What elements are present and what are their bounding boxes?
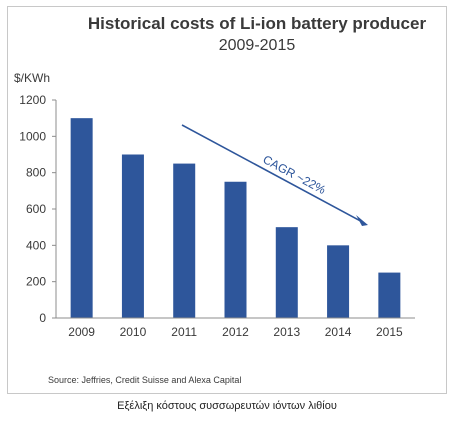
y-tick-label: 600	[26, 202, 46, 216]
y-tick-label: 200	[26, 275, 46, 289]
y-tick-label: 0	[39, 311, 46, 325]
bar-2012	[224, 181, 247, 318]
bar-2010	[121, 154, 144, 318]
x-tick-label: 2011	[171, 325, 197, 339]
y-axis-ticks: 0 200 400 600 800 1000 1200	[19, 93, 56, 325]
x-tick-label: 2012	[222, 325, 249, 339]
bar-2015	[378, 272, 401, 318]
cagr-arrow-head	[356, 215, 368, 226]
cagr-annotation: CAGR ~22%	[181, 124, 368, 226]
bar-2013	[275, 227, 298, 318]
x-tick-label: 2010	[120, 325, 147, 339]
cagr-annotation-label: CAGR ~22%	[261, 152, 329, 197]
y-tick-label: 400	[26, 238, 46, 252]
source-note: Source: Jeffries, Credit Suisse and Alex…	[48, 375, 242, 385]
bars	[70, 118, 401, 319]
chart-title: Historical costs of Li-ion battery produ…	[87, 14, 427, 33]
y-tick-label: 1000	[19, 129, 46, 143]
y-axis-label: $/KWh	[14, 71, 50, 85]
x-tick-label: 2015	[376, 325, 403, 339]
x-axis-ticks: 2009 2010 2011 2012 2013 2014 2015	[68, 325, 403, 339]
x-tick-label: 2013	[273, 325, 300, 339]
cagr-arrow-line	[181, 124, 363, 223]
figure-caption: Εξέλιξη κόστους συσσωρευτών ιόντων λιθίο…	[117, 400, 337, 412]
bar-2014	[327, 245, 350, 318]
x-tick-label: 2009	[68, 325, 95, 339]
bar-2009	[70, 118, 93, 319]
y-tick-label: 800	[26, 166, 46, 180]
chart-subtitle: 2009-2015	[218, 37, 296, 54]
x-tick-label: 2014	[325, 325, 352, 339]
bar-2011	[173, 163, 196, 318]
y-tick-label: 1200	[19, 93, 46, 107]
